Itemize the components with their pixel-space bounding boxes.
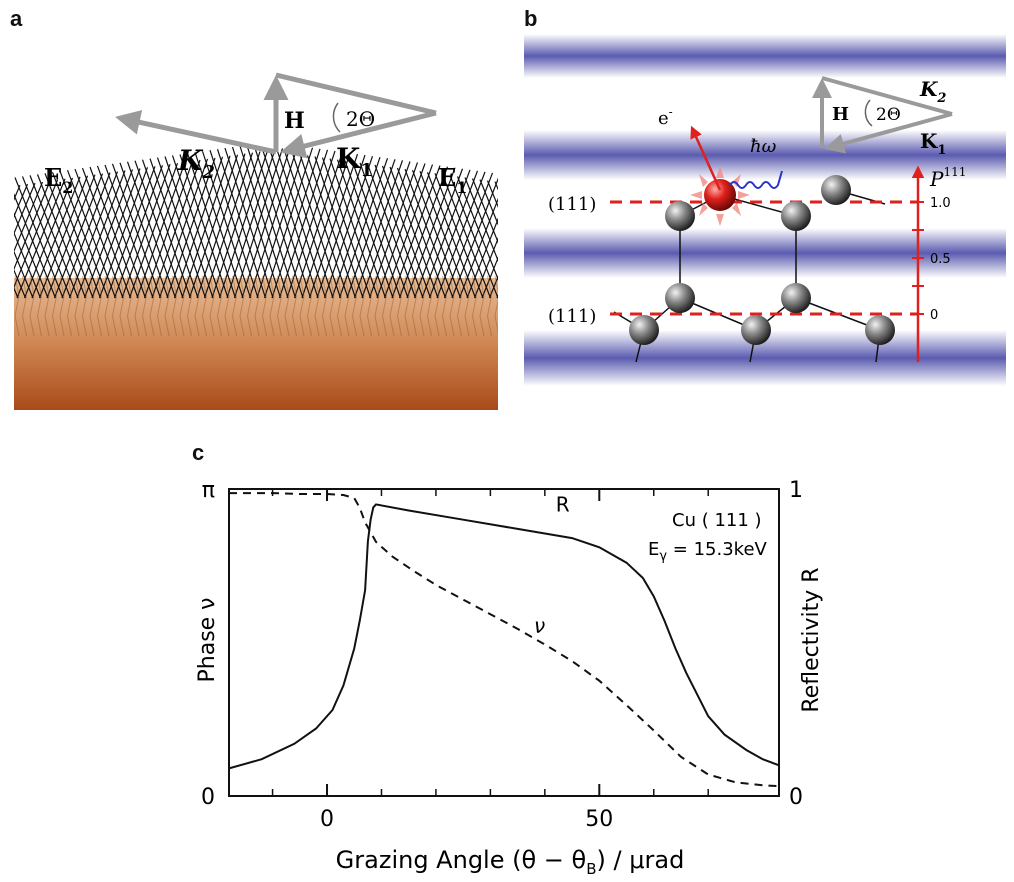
y-axis-right-label: Reflectivity R <box>799 567 824 712</box>
y-right-tick-label: 0 <box>789 785 803 810</box>
k2-arrow <box>115 110 277 155</box>
y-right-tick-label: 1 <box>789 478 803 503</box>
h-label: H <box>284 108 305 134</box>
p111-tick-label: 1.0 <box>930 196 951 211</box>
emitting-atom <box>690 166 750 226</box>
panel-letter-b: b <box>524 6 538 31</box>
red-atom <box>704 179 736 211</box>
atom <box>629 315 659 345</box>
e2-label: E2 <box>44 163 73 197</box>
p111-tick-label: 0.5 <box>930 252 951 267</box>
angle-label-b: 2Θ <box>876 105 901 125</box>
y-left-tick-label: π <box>202 478 215 503</box>
y-axis-left-label: Phase ν <box>195 598 220 683</box>
k2-edge-b <box>821 76 953 116</box>
panel-letter-a: a <box>10 6 23 31</box>
x-tick-label: 0 <box>320 807 334 832</box>
series-label-nu: ν <box>534 614 545 638</box>
y-left-tick-label: 0 <box>201 785 215 810</box>
panel-c-chart: 0 50 0 π 0 1 R ν Cu ( 111 ) Eγ = 15.3keV Pha… <box>195 478 824 878</box>
atom <box>781 283 811 313</box>
electron-label: e- <box>658 105 673 129</box>
atom <box>665 283 695 313</box>
k1-arrow <box>280 110 437 159</box>
panel-b-illustration: e- ħω (111) (111) P111 1.0 0.5 0 H 2Θ K2… <box>524 34 1006 410</box>
annotation-material: Cu ( 111 ) <box>672 510 762 531</box>
atom <box>781 201 811 231</box>
copper-substrate <box>14 278 498 410</box>
p111-axis-ticks <box>912 201 924 315</box>
atom <box>865 315 895 345</box>
k2-label: K2 <box>177 144 215 183</box>
angle-arc-icon <box>332 102 341 133</box>
photon-wave-icon <box>729 170 783 189</box>
k1-label-b: K1 <box>920 129 946 158</box>
k2-label-b: K2 <box>919 77 946 106</box>
k1-arrow-b <box>824 112 953 154</box>
plot-frame <box>228 488 780 797</box>
plane-label-top: (111) <box>548 194 596 215</box>
p111-label: P111 <box>929 165 966 191</box>
atom <box>665 201 695 231</box>
lattice-planes <box>610 200 918 316</box>
lattice-atoms <box>629 175 895 345</box>
panel-letter-c: c <box>192 440 205 465</box>
standing-wave-lines <box>14 145 498 337</box>
annotation-energy: Eγ = 15.3keV <box>648 539 768 564</box>
p111-tick-label: 0 <box>930 308 938 323</box>
wavevector-triangle-b <box>812 76 953 154</box>
x-axis-ticks: 0 50 <box>271 489 709 832</box>
photon-label: ħω <box>750 136 777 157</box>
y-axis-ticks: 0 π 0 1 <box>201 478 803 810</box>
standing-wave-bands <box>524 34 1006 386</box>
triangle-top-edge <box>275 72 437 116</box>
series-reflectivity-line <box>228 503 780 770</box>
k1-label: K1 <box>336 142 373 181</box>
atom <box>741 315 771 345</box>
angle-label: 2Θ <box>346 107 375 131</box>
wavevector-triangle <box>115 72 437 159</box>
e1-label: E1 <box>438 163 467 197</box>
series-phase-line <box>229 492 780 788</box>
x-axis-label: Grazing Angle (θ − θB) / μrad <box>336 846 685 878</box>
x-tick-label: 50 <box>585 807 613 832</box>
emission-burst-icon <box>690 166 750 226</box>
h-label-b: H <box>832 104 849 125</box>
plane-label-bottom: (111) <box>548 306 596 327</box>
series-label-r: R <box>556 493 570 517</box>
angle-arc-icon <box>864 99 873 127</box>
atom <box>821 175 851 205</box>
electron-arrow <box>690 125 722 191</box>
panel-a-illustration: H 2Θ K2 K1 E2 E1 <box>14 72 498 410</box>
